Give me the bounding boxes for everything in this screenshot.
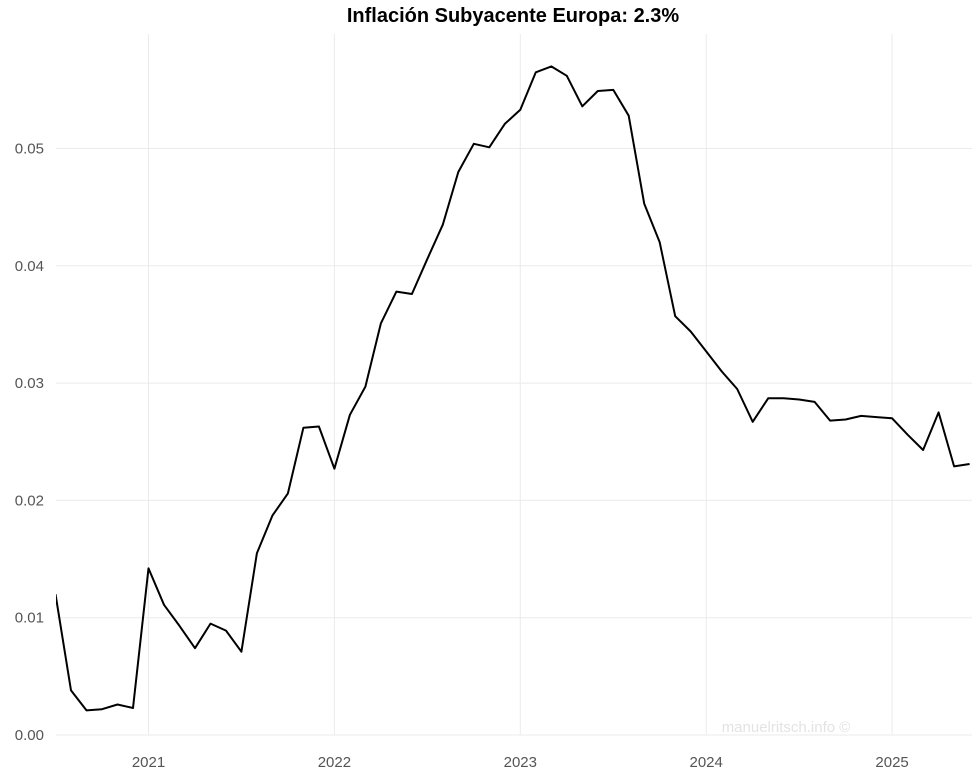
- y-tick-label: 0.03: [15, 375, 44, 392]
- x-tick-label: 2022: [318, 754, 351, 771]
- series-line: [56, 65, 970, 712]
- chart-title: Inflación Subyacente Europa: 2.3%: [346, 5, 680, 27]
- x-tick-label: 2021: [132, 754, 165, 771]
- x-tick-label: 2023: [504, 754, 537, 771]
- x-tick-label: 2025: [875, 754, 908, 771]
- horizontal-gridlines: [56, 148, 972, 736]
- x-axis-tick-labels: 2021 2022 2023 2024 2025: [132, 754, 909, 771]
- y-tick-label: 0.02: [15, 492, 44, 509]
- series-group: [56, 65, 970, 712]
- y-tick-label: 0.05: [15, 141, 44, 158]
- vertical-gridlines: [148, 34, 893, 735]
- watermark-text: manuelritsch.info ©: [722, 719, 851, 736]
- x-tick-label: 2024: [690, 754, 723, 771]
- y-tick-label: 0.04: [15, 258, 44, 275]
- y-tick-label: 0.00: [15, 727, 44, 744]
- y-tick-label: 0.01: [15, 610, 44, 627]
- y-axis-tick-labels: 0.00 0.01 0.02 0.03 0.04 0.05: [15, 141, 44, 745]
